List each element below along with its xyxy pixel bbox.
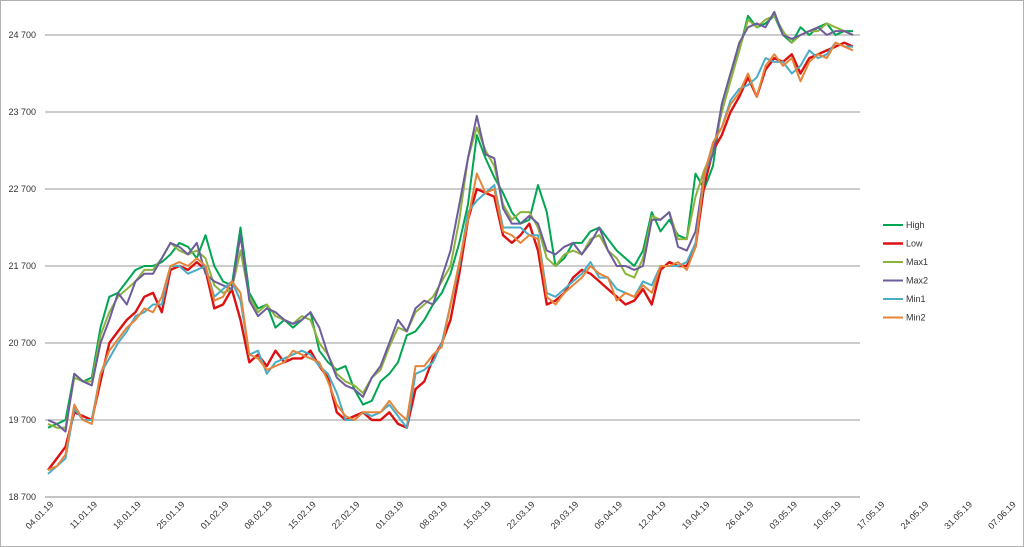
legend-label: Min1 — [906, 294, 926, 304]
gridlines — [45, 34, 860, 498]
y-tick-label: 23 700 — [8, 107, 36, 117]
y-tick-label: 18 700 — [8, 492, 36, 502]
y-axis-ticks: 18 700 19 700 20 700 21 700 22 700 23 700 24 7… — [8, 30, 36, 502]
y-tick-label: 21 700 — [8, 261, 36, 271]
legend-label: Max1 — [906, 257, 928, 267]
y-tick-label: 22 700 — [8, 184, 36, 194]
legend-label: Low — [906, 239, 923, 249]
y-tick-label: 24 700 — [8, 30, 36, 40]
series-line-min2 — [47, 41, 854, 472]
legend-label: High — [906, 220, 925, 230]
y-tick-label: 19 700 — [8, 415, 36, 425]
legend: High Low Max1 Max2 Min1 Min2 — [883, 220, 928, 323]
legend-label: Max2 — [906, 276, 928, 286]
series-line-max2 — [47, 10, 854, 433]
legend-label: Min2 — [906, 313, 926, 323]
series-lines — [47, 10, 854, 475]
y-tick-label: 20 700 — [8, 338, 36, 348]
